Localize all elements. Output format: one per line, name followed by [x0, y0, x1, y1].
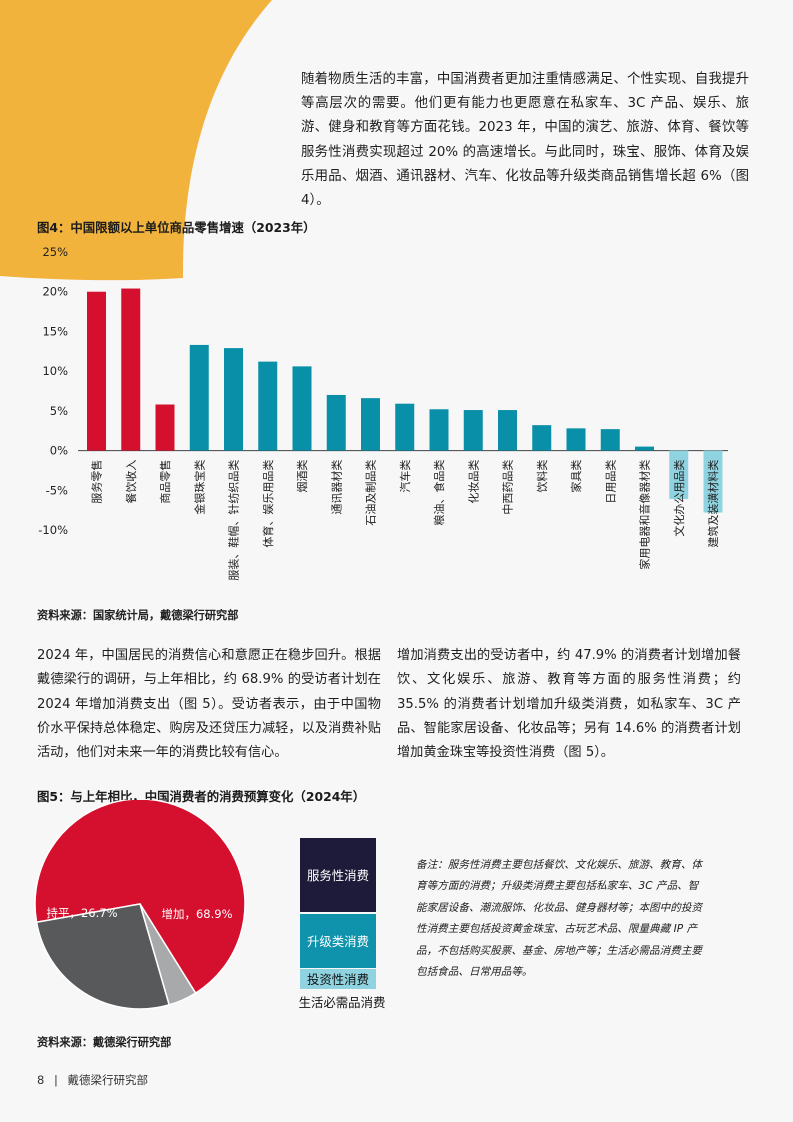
x-tick-label: 石油及制品类: [364, 460, 378, 526]
x-tick-label: 服装、鞋帽、针纺织品类: [227, 460, 241, 581]
intro-paragraph: 随着物质生活的丰富，中国消费者更加注重情感满足、个性实现、自我提升等高层次的需要…: [301, 72, 749, 209]
x-tick-label: 服务零售: [90, 460, 104, 504]
footer-org: 戴德梁行研究部: [67, 1073, 149, 1087]
x-tick-label: 粮油、食品类: [432, 460, 446, 526]
y-tick-label: 20%: [42, 285, 68, 299]
x-tick-label: 商品零售: [158, 460, 172, 504]
bar: [224, 348, 243, 451]
pie-slice: [34, 800, 246, 995]
bar: [635, 446, 654, 451]
figure4-title: 图4：中国限额以上单位商品零售增速（2023年）: [37, 220, 316, 235]
bar: [326, 394, 346, 451]
figure5-title: 图5：与上年相比，中国消费者的消费预算变化（2024年）: [37, 789, 366, 804]
bar: [532, 425, 552, 451]
bar: [703, 450, 723, 513]
bar: [155, 404, 175, 451]
bar: [87, 291, 106, 451]
bar: [121, 288, 141, 451]
x-tick-label: 文化办公用品类: [672, 460, 686, 537]
paragraph-right: 增加消费支出的受访者中，约 47.9% 的消费者计划增加餐饮、文化娱乐、旅游、教…: [397, 648, 741, 761]
x-tick-label: 化妆品类: [466, 460, 480, 504]
legend-necessity-label: 生活必需品消费: [298, 995, 386, 1010]
legend-service-consumption: 服务性消费: [300, 838, 376, 912]
y-tick-label: -5%: [46, 483, 68, 497]
legend-investment-consumption: 投资性消费: [300, 969, 376, 989]
bar: [498, 410, 517, 451]
y-tick-label: 25%: [42, 245, 68, 259]
pie-slice: [35, 903, 171, 1010]
figure4-source: 资料来源：国家统计局，戴德梁行研究部: [37, 609, 239, 622]
retail-growth-bar-chart: 25% 20% 15% 10% 5% 0% -5% -10% 服务零售 餐饮收入 商品零售 金银珠宝类…: [38, 245, 728, 581]
bar: [600, 429, 620, 451]
bar: [292, 366, 312, 451]
x-tick-label: 金银珠宝类: [192, 460, 206, 515]
bar: [258, 361, 278, 451]
x-tick-label: 通讯器材类: [329, 460, 343, 515]
decorative-arc: [0, 0, 272, 281]
x-tick-label: 餐饮收入: [124, 460, 138, 504]
x-tick-label: 体育、娱乐用品类: [261, 460, 275, 548]
legend-upgrade-consumption: 升级类消费: [300, 914, 376, 968]
y-tick-label: -10%: [38, 523, 68, 537]
legend-investment-label: 投资性消费: [307, 972, 369, 987]
page-footer: 8 | 戴德梁行研究部: [37, 1072, 148, 1088]
page-number: 8: [37, 1073, 45, 1087]
bar: [395, 403, 415, 451]
bar: [189, 344, 209, 451]
bar: [463, 410, 483, 451]
x-tick-label: 饮料类: [535, 460, 549, 493]
figure5-note: 备注：服务性消费主要包括餐饮、文化娱乐、旅游、教育、体育等方面的消费；升级类消费…: [416, 859, 703, 979]
budget-change-pie-chart: 增加，68.9%缩减，4.4%持平，26.7%: [34, 800, 246, 1010]
legend-necessity-consumption: 生活必需品消费: [296, 992, 388, 1012]
x-tick-label: 汽车类: [398, 460, 412, 493]
figure5-source: 资料来源：戴德梁行研究部: [37, 1036, 172, 1049]
y-tick-label: 5%: [50, 404, 68, 418]
x-tick-label: 烟酒类: [295, 460, 309, 493]
x-tick-label: 家具类: [569, 460, 583, 493]
bar: [361, 398, 380, 451]
legend-service-label: 服务性消费: [307, 868, 369, 883]
paragraph-left: 2024 年，中国居民的消费信心和意愿正在稳步回升。根据戴德梁行的调研，与上年相…: [37, 648, 381, 761]
bar: [566, 428, 586, 451]
bar: [669, 450, 689, 500]
x-tick-label: 建筑及装潢材料类: [706, 460, 720, 548]
x-tick-label: 中西药品类: [501, 460, 515, 515]
y-tick-label: 0%: [50, 444, 68, 458]
x-tick-label: 家用电器和音像器材类: [638, 460, 652, 570]
pie-slice-label: 增加，68.9%: [161, 907, 232, 921]
legend-upgrade-label: 升级类消费: [307, 934, 369, 949]
bar: [429, 409, 449, 451]
x-tick-label: 日用品类: [603, 460, 617, 504]
footer-separator: |: [53, 1073, 58, 1087]
y-tick-label: 15%: [42, 324, 68, 338]
pie-slice-label: 持平，26.7%: [46, 906, 117, 920]
y-tick-label: 10%: [42, 364, 68, 378]
